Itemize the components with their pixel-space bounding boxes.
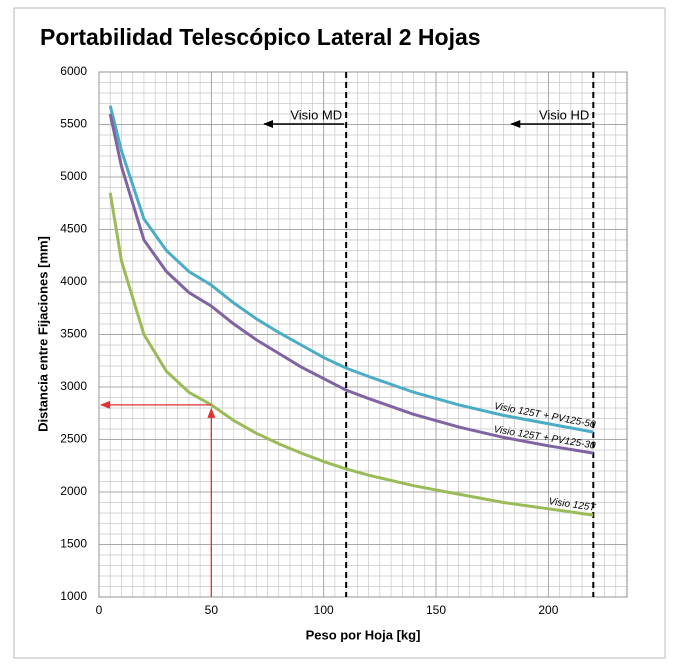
x-axis-title: Peso por Hoja [kg] <box>306 627 421 642</box>
y-tick-label: 2500 <box>60 432 87 446</box>
y-tick-label: 3500 <box>60 327 87 341</box>
y-tick-label: 2000 <box>60 484 87 498</box>
y-tick-label: 5500 <box>60 117 87 131</box>
chart-title: Portabilidad Telescópico Lateral 2 Hojas <box>40 24 481 50</box>
series-line <box>108 105 594 434</box>
y-tick-label: 5000 <box>60 169 87 183</box>
x-tick-label: 150 <box>426 603 446 617</box>
y-axis-title: Distancia entre Fijaciones [mm] <box>35 236 50 432</box>
y-tick-label: 1000 <box>60 589 87 603</box>
series-line <box>108 192 594 517</box>
limit-label: Visio HD <box>539 107 589 122</box>
y-tick-label: 4000 <box>60 274 87 288</box>
x-tick-label: 200 <box>538 603 558 617</box>
y-tick-label: 3000 <box>60 379 87 393</box>
y-tick-label: 1500 <box>60 537 87 551</box>
y-tick-label: 4500 <box>60 222 87 236</box>
series-line <box>108 113 594 455</box>
x-tick-label: 100 <box>314 603 334 617</box>
y-tick-label: 6000 <box>60 64 87 78</box>
chart-frame <box>13 7 666 659</box>
x-tick-label: 50 <box>205 603 219 617</box>
limit-label: Visio MD <box>290 107 342 122</box>
x-tick-label: 0 <box>96 603 103 617</box>
